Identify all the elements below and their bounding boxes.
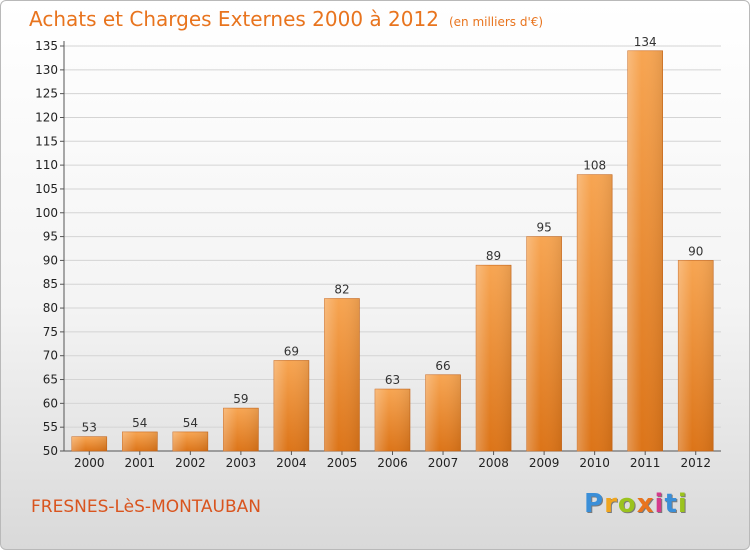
y-tick-label: 85 (43, 277, 58, 291)
bar-2010 (576, 174, 613, 452)
y-tick-label: 120 (35, 110, 58, 124)
bar-shine (577, 174, 613, 451)
bar-2008 (475, 264, 512, 452)
bar-2004 (273, 360, 310, 452)
logo-letter: i (654, 489, 665, 519)
bars (71, 50, 714, 452)
bar-shine (627, 50, 663, 451)
chart-title-text: Achats et Charges Externes 2000 à 2012 (29, 7, 439, 31)
bar-2000 (71, 436, 108, 452)
x-tick-label: 2006 (377, 456, 408, 470)
y-tick-label: 55 (43, 420, 58, 434)
y-tick-label: 80 (43, 301, 58, 315)
bar-shine (273, 360, 309, 451)
value-label: 54 (132, 416, 147, 430)
value-label: 89 (486, 249, 501, 263)
x-tick-label: 2001 (125, 456, 156, 470)
logo-letter: i (677, 489, 688, 519)
y-tick-label: 90 (43, 253, 58, 267)
y-tick-label: 130 (35, 63, 58, 77)
y-tick-label: 105 (35, 182, 58, 196)
logo-letter: r (604, 489, 618, 519)
x-tick-label: 2005 (327, 456, 358, 470)
x-tick-label: 2008 (478, 456, 509, 470)
chart-unit: (en milliers d'€) (448, 15, 544, 29)
y-tick-label: 110 (35, 158, 58, 172)
bar-shine (425, 374, 461, 451)
y-tick-label: 115 (35, 134, 58, 148)
bar-2009 (526, 236, 562, 452)
bar-2012 (677, 260, 714, 452)
value-label: 108 (583, 159, 606, 173)
x-tick-label: 2012 (680, 456, 711, 470)
bar-shine (324, 298, 360, 451)
y-tick-label: 95 (43, 230, 58, 244)
bar-shine (172, 431, 208, 451)
chart-title: Achats et Charges Externes 2000 à 2012 (e… (29, 7, 543, 31)
y-tick-label: 100 (35, 206, 58, 220)
value-label: 53 (82, 421, 97, 435)
bar-shine (476, 265, 512, 451)
bar-2011 (627, 50, 663, 452)
value-label: 90 (688, 244, 703, 258)
bar-2003 (223, 407, 259, 452)
x-tick-label: 2007 (428, 456, 459, 470)
logo-letter: x (636, 489, 655, 519)
y-tick-label: 50 (43, 444, 58, 458)
x-tick-label: 2010 (579, 456, 610, 470)
x-tick-label: 2004 (276, 456, 307, 470)
bar-2001 (122, 431, 158, 452)
bar-2007 (425, 374, 461, 452)
x-tick-label: 2011 (630, 456, 661, 470)
bar-shine (375, 389, 410, 451)
y-tick-label: 135 (35, 39, 58, 53)
value-label: 66 (435, 359, 450, 373)
value-labels: 53 54 54 59 69 82 63 66 89 95 108 134 90 (82, 35, 704, 435)
x-tick-label: 2003 (226, 456, 257, 470)
y-tick-label: 65 (43, 373, 58, 387)
y-tick-label: 70 (43, 349, 58, 363)
value-label: 63 (385, 373, 400, 387)
proxiti-logo: Proxiti (584, 489, 688, 519)
logo-letter: t (664, 489, 678, 519)
y-tick-label: 75 (43, 325, 58, 339)
bar-shine (526, 236, 562, 451)
y-tick-label: 60 (43, 396, 58, 410)
y-tick-label: 125 (35, 87, 58, 101)
bar-shine (678, 260, 714, 451)
value-label: 134 (634, 35, 657, 49)
bar-2002 (172, 431, 209, 452)
bar-shine (122, 431, 158, 451)
x-tick-label: 2009 (529, 456, 560, 470)
logo-letter: o (617, 489, 637, 519)
place-name: FRESNES-LèS-MONTAUBAN (31, 497, 261, 517)
value-label: 59 (233, 392, 248, 406)
value-label: 95 (536, 221, 551, 235)
bar-shine (223, 408, 259, 451)
bar-2005 (324, 298, 360, 452)
bar-2006 (374, 388, 411, 452)
logo-letter: P (584, 489, 605, 519)
x-tick-label: 2000 (74, 456, 105, 470)
value-label: 82 (334, 283, 349, 297)
value-label: 69 (284, 344, 299, 358)
axes: 50 55 60 65 70 75 80 85 90 95 100 105 110 115 120 125 13… (35, 39, 721, 470)
x-tick-label: 2002 (175, 456, 206, 470)
grid-lines (64, 45, 721, 452)
value-label: 54 (183, 416, 198, 430)
bar-shine (71, 436, 107, 451)
